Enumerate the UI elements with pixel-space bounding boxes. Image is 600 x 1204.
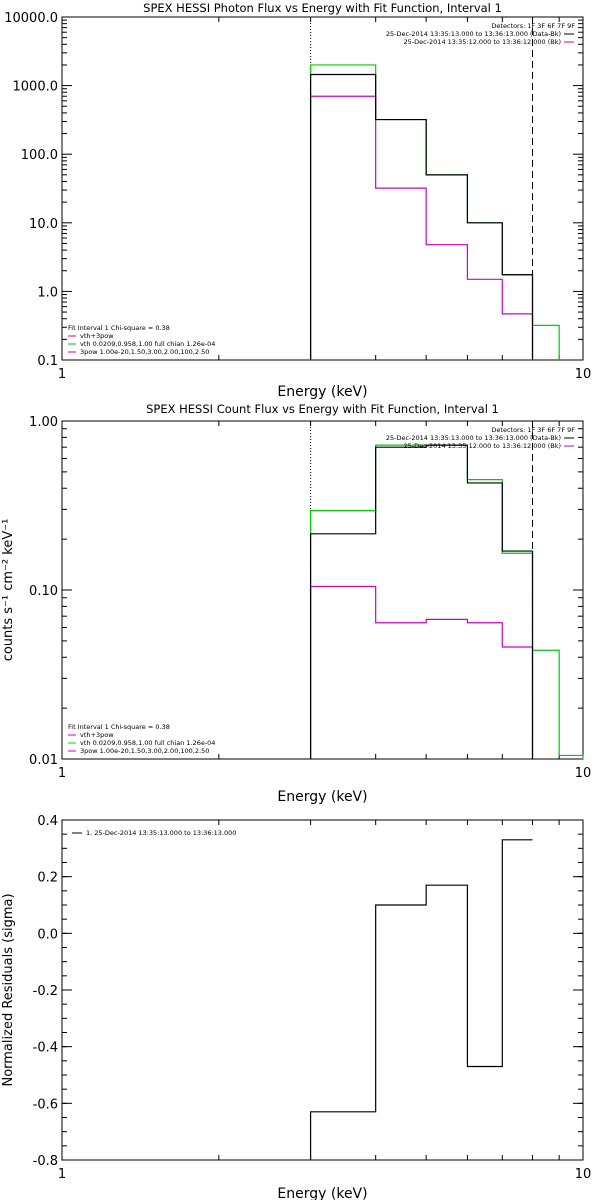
legend-entry: vth 0.0209,0.958,1.00 full chian 1.26e-0… (80, 340, 215, 348)
legend-entry: Detectors: 1F 3F 6F 7F 9F (491, 426, 575, 434)
y-tick-label: 1000.0 (13, 80, 59, 95)
x-axis-label: Energy (keV) (277, 1186, 367, 1200)
chart-title: SPEX HESSI Count Flux vs Energy with Fit… (146, 402, 499, 416)
chart-title: SPEX HESSI Photon Flux vs Energy with Fi… (143, 1, 502, 15)
series-total-fit-step (309, 64, 560, 360)
y-tick-label: -0.6 (33, 1097, 58, 1112)
plot-panel-1: SPEX HESSI Photon Flux vs Energy with Fi… (4, 1, 591, 400)
plot-frame (61, 16, 584, 361)
y-tick-label: 1.0 (37, 285, 58, 300)
legend-entry: 25-Dec-2014 13:35:13.000 to 13:36:13.000… (386, 434, 561, 442)
legend-entry: Detectors: 1F 3F 6F 7F 9F (491, 22, 575, 30)
y-tick-label: 10000.0 (4, 11, 58, 26)
y-axis-label: Normalized Residuals (sigma) (1, 893, 16, 1086)
series-data-step (309, 839, 533, 1160)
plot-panel-3: 1 10 Energy (keV) -0.8 -0.6 -0.4 -0.2 0.0 0.2 0.4… (1, 814, 592, 1202)
y-tick-label: 0.2 (37, 871, 58, 886)
plot-frame (61, 819, 584, 1161)
y-tick-label: -0.8 (33, 1154, 58, 1169)
legend-entry: Fit Interval 1 Chi-square = 0.38 (68, 723, 170, 731)
legend-entry: 25-Dec-2014 13:35:12.000 to 13:36:12.000… (404, 442, 562, 450)
legend-entry: vth 0.0209,0.958,1.00 full chian 1.26e-0… (80, 739, 215, 747)
x-tick-label: 10 (575, 367, 592, 382)
legend-entry: vth+3pow (80, 332, 114, 340)
legend-entry: 25-Dec-2014 13:35:13.000 to 13:36:13.000… (386, 30, 561, 38)
y-tick-label: 10.0 (29, 217, 58, 232)
y-tick-label: 0.01 (29, 753, 58, 768)
series-data-step (309, 73, 534, 360)
y-tick-label: 100.0 (21, 148, 58, 163)
x-tick-label: 10 (575, 1167, 592, 1182)
series-data-step (309, 444, 534, 759)
y-tick-label: -0.2 (33, 984, 58, 999)
legend-entry: 3pow 1.00e-20,1.50,3.00,2.00,100,2.50 (80, 348, 209, 356)
series-total-fit-step (309, 444, 584, 759)
x-tick-label: 1 (58, 766, 66, 781)
y-tick-label: 0.0 (37, 927, 58, 942)
x-tick-label: 1 (58, 367, 66, 382)
plot-panel-2: SPEX HESSI Count Flux vs Energy with Fit… (1, 402, 591, 805)
y-tick-label: 0.10 (29, 584, 58, 599)
x-axis-label: Energy (keV) (277, 789, 367, 805)
plot-frame (61, 420, 584, 760)
x-tick-label: 10 (575, 766, 592, 781)
legend-entry: vth+3pow (80, 731, 114, 739)
y-tick-label: -0.4 (33, 1041, 58, 1056)
legend-entry: 1. 25-Dec-2014 13:35:13.000 to 13:36:13.… (86, 829, 236, 837)
legend-entry: Fit Interval 1 Chi-square = 0.38 (68, 324, 170, 332)
x-tick-label: 1 (58, 1167, 66, 1182)
legend-entry: 25-Dec-2014 13:35:12.000 to 13:36:12.000… (404, 38, 562, 46)
y-tick-label: 0.4 (37, 814, 58, 829)
legend-entry: 3pow 1.00e-20,1.50,3.00,2.00,100,2.50 (80, 747, 209, 755)
y-tick-label: 0.1 (37, 354, 58, 369)
series-component-step (309, 95, 534, 360)
y-axis-label: counts s⁻¹ cm⁻² keV⁻¹ (1, 519, 16, 662)
y-tick-label: 1.00 (29, 415, 58, 430)
series-component-step (309, 585, 534, 759)
x-axis-label: Energy (keV) (277, 384, 367, 400)
